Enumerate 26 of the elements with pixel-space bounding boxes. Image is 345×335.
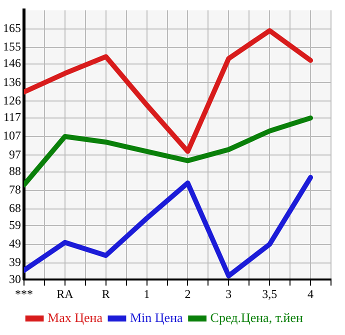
- x-tick-label: RA: [56, 286, 74, 301]
- y-tick-label: 30: [9, 272, 21, 286]
- y-tick-label: 117: [3, 110, 21, 124]
- y-tick-label: 155: [3, 40, 21, 54]
- y-tick-label: 136: [3, 74, 21, 89]
- y-tick-label: 165: [3, 20, 21, 35]
- x-tick-label: 2: [184, 286, 191, 301]
- y-tick-label: 126: [3, 93, 21, 108]
- legend-label: Сред.Цена, т.йен: [210, 310, 304, 325]
- y-tick-label: 146: [3, 56, 21, 70]
- y-tick-label: 97: [9, 147, 21, 162]
- x-tick-label: 3,5: [262, 286, 278, 301]
- legend-label: Max Цена: [48, 310, 103, 325]
- y-tick-label: 88: [9, 164, 21, 178]
- y-tick-label: 49: [9, 236, 21, 250]
- x-tick-label: ***: [15, 286, 33, 301]
- legend-label: Min Цена: [130, 310, 184, 325]
- x-tick-label: R: [102, 286, 110, 301]
- y-tick-label: 78: [9, 182, 21, 197]
- y-tick-label: 59: [9, 218, 21, 232]
- x-tick-label: 4: [308, 286, 314, 301]
- x-tick-label: 3: [226, 286, 232, 301]
- y-tick-label: 39: [9, 255, 21, 270]
- y-tick-label: 68: [9, 201, 21, 216]
- x-tick-label: 1: [144, 286, 150, 301]
- y-tick-label: 107: [3, 128, 21, 143]
